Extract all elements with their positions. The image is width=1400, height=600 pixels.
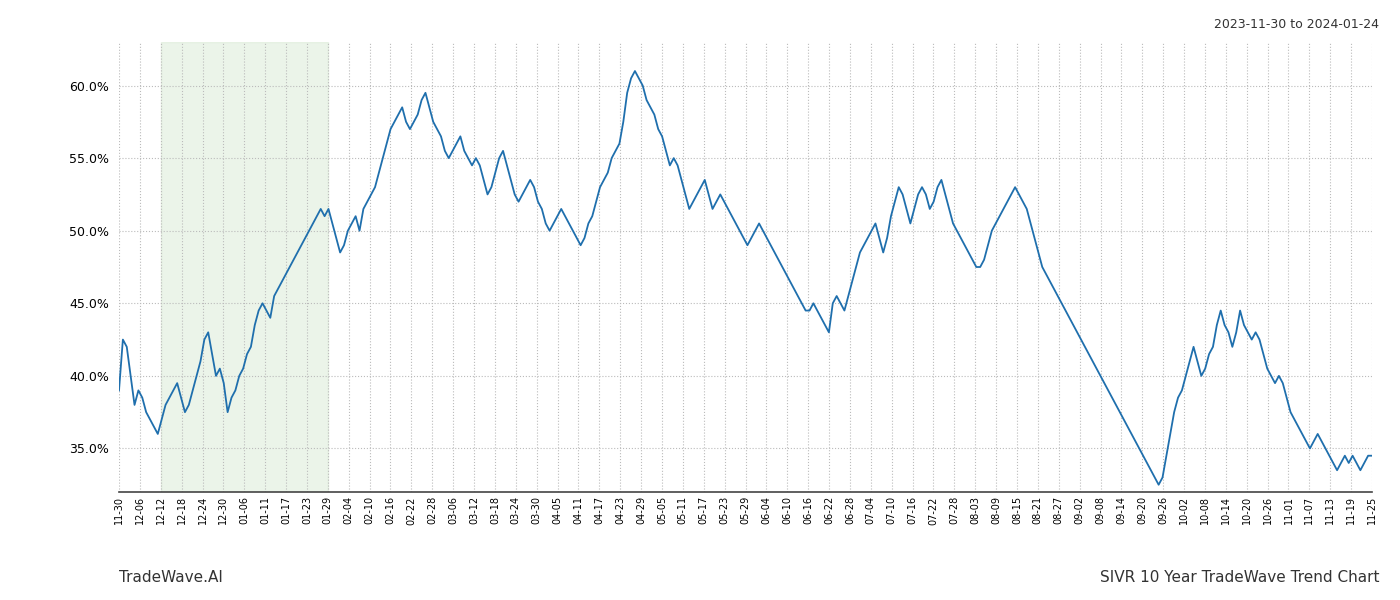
Text: SIVR 10 Year TradeWave Trend Chart: SIVR 10 Year TradeWave Trend Chart (1099, 570, 1379, 585)
Text: 2023-11-30 to 2024-01-24: 2023-11-30 to 2024-01-24 (1214, 18, 1379, 31)
Text: TradeWave.AI: TradeWave.AI (119, 570, 223, 585)
Bar (161, 42, 328, 492)
